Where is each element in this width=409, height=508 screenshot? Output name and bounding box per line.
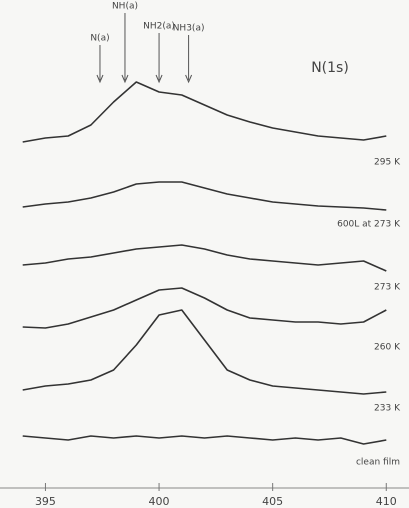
chart: N(1s) 395 400 405 410 N(a) NH(a) NH2(a)NH3(a) 2… [0,0,409,508]
spectrum [23,245,387,271]
series-label: 260 K [374,343,401,353]
annotation: NH3(a) [173,24,205,34]
series-label: 295 K [374,158,401,168]
annotation: N(a) [90,34,109,44]
series-label: 233 K [374,404,401,414]
series-label: clean film [356,458,400,468]
spectrum [23,82,387,142]
x-tick-label: 410 [376,495,397,508]
series-label: 600L at 273 K [337,220,401,230]
chart-title: N(1s) [311,60,349,76]
annotation: NH(a) [112,2,138,12]
spectrum [23,288,387,328]
x-tick-label: 405 [262,495,283,508]
x-tick-label: 400 [149,495,170,508]
spectrum [23,182,387,210]
x-tick-label: 395 [35,495,56,508]
annotation: NH2(a) [143,22,175,32]
spectrum [23,436,387,444]
series-label: 273 K [374,283,401,293]
